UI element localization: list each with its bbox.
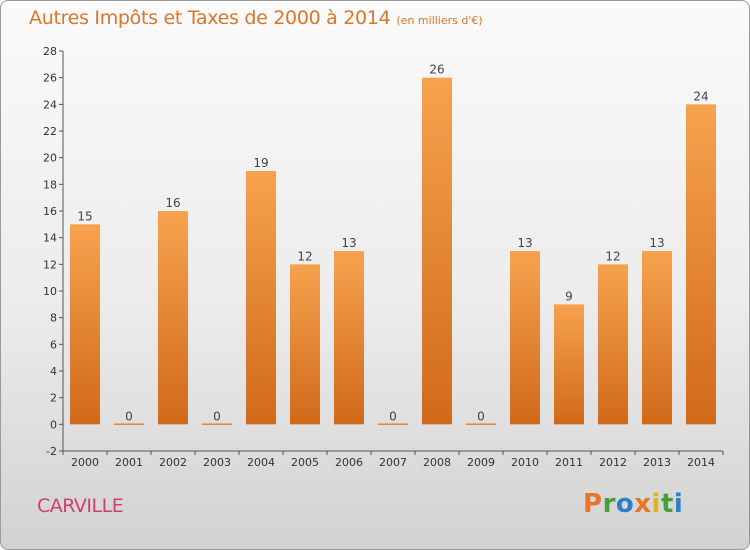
chart-title-text: Autres Impôts et Taxes de 2000 à 2014: [29, 7, 391, 29]
bar-2004: [246, 171, 276, 425]
data-label-2014: 24: [693, 89, 708, 103]
data-label-2001: 0: [125, 409, 133, 423]
y-tick-label: 28: [43, 45, 57, 58]
y-tick-label: 4: [50, 365, 57, 378]
data-label-2008: 26: [429, 63, 444, 77]
y-tick-label: 18: [43, 178, 57, 191]
x-tick-label: 2005: [291, 456, 319, 469]
data-label-2004: 19: [253, 156, 268, 170]
bar-2008: [422, 77, 452, 425]
x-tick-label: 2014: [687, 456, 715, 469]
logo-letter: o: [615, 489, 635, 519]
data-label-2013: 13: [649, 236, 664, 250]
y-tick-label: 20: [43, 152, 57, 165]
y-tick-label: 8: [50, 312, 57, 325]
y-tick-label: 24: [43, 98, 57, 111]
y-tick-label: 6: [50, 338, 57, 351]
chart-unit: (en milliers d'€): [396, 14, 483, 27]
chart-title: Autres Impôts et Taxes de 2000 à 2014 (en…: [29, 7, 483, 29]
logo-letter: P: [583, 489, 603, 519]
x-tick-label: 2004: [247, 456, 275, 469]
proxiti-logo[interactable]: Proxiti: [583, 489, 683, 519]
place-name: CARVILLE: [37, 495, 124, 517]
y-tick-label: 2: [50, 392, 57, 405]
y-tick-label: 22: [43, 125, 57, 138]
bar-2013: [642, 251, 672, 425]
x-tick-label: 2002: [159, 456, 187, 469]
bar-2001: [114, 423, 144, 425]
x-tick-label: 2012: [599, 456, 627, 469]
x-tick-label: 2008: [423, 456, 451, 469]
bar-2007: [378, 423, 408, 425]
data-label-2003: 0: [213, 409, 221, 423]
data-label-2010: 13: [517, 236, 532, 250]
bar-2006: [334, 251, 364, 425]
data-label-2002: 16: [165, 196, 180, 210]
data-label-2009: 0: [477, 409, 485, 423]
data-label-2006: 13: [341, 236, 356, 250]
logo-letter: r: [602, 489, 616, 519]
bar-2005: [290, 264, 320, 425]
bar-2011: [554, 304, 584, 425]
chart-bars: [70, 77, 716, 425]
logo-letter: i: [651, 489, 661, 519]
y-tick-label: 12: [43, 258, 57, 271]
x-tick-label: 2003: [203, 456, 231, 469]
data-label-2011: 9: [565, 289, 573, 303]
bar-2002: [158, 211, 188, 425]
y-tick-label: 14: [43, 232, 57, 245]
bar-2009: [466, 423, 496, 425]
logo-letter: x: [634, 489, 652, 519]
x-tick-label: 2013: [643, 456, 671, 469]
logo-letter: t: [660, 489, 674, 519]
logo-letter: i: [673, 489, 684, 519]
x-tick-label: 2006: [335, 456, 363, 469]
chart-labels: 15 0 16 0 19 12 13 0 26 0 13 9 12 13 24: [77, 63, 708, 424]
x-tick-label: 2009: [467, 456, 495, 469]
x-tick-label: 2010: [511, 456, 539, 469]
bar-2012: [598, 264, 628, 425]
y-tick-label: 10: [43, 285, 57, 298]
x-tick-label: 2011: [555, 456, 583, 469]
bar-2003: [202, 423, 232, 425]
data-label-2000: 15: [77, 209, 92, 223]
y-tick-label: -2: [46, 445, 57, 458]
y-tick-label: 16: [43, 205, 57, 218]
data-label-2012: 12: [605, 249, 620, 263]
data-label-2005: 12: [297, 249, 312, 263]
bar-2010: [510, 251, 540, 425]
bar-2000: [70, 224, 100, 425]
data-label-2007: 0: [389, 409, 397, 423]
x-tick-label: 2000: [71, 456, 99, 469]
x-tick-label: 2001: [115, 456, 143, 469]
bar-2014: [686, 104, 716, 425]
y-tick-label: 0: [50, 418, 57, 431]
x-tick-label: 2007: [379, 456, 407, 469]
y-tick-label: 26: [43, 72, 57, 85]
